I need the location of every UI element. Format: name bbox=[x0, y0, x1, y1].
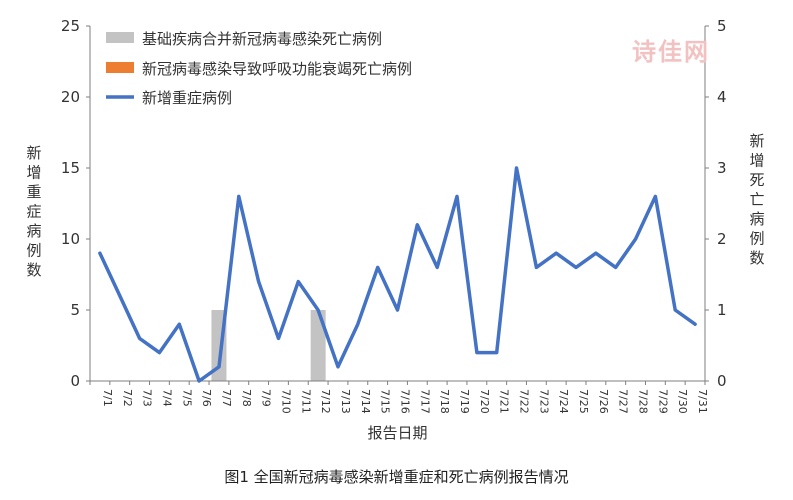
x-tick-label: 7/29 bbox=[656, 389, 669, 414]
severe-cases-point bbox=[416, 223, 419, 226]
legend-label: 新增重症病例 bbox=[142, 89, 232, 107]
left-axis-title: 新增重症病例数 bbox=[26, 144, 41, 279]
severe-cases-point bbox=[654, 195, 657, 198]
bars-layer bbox=[211, 310, 326, 381]
labels-layer: 0 5 10 15 20 25 0 1 2 3 4 5 7/1 7/2 7/3 7/4 7/5 7/6 7/7 7/8… bbox=[26, 17, 764, 442]
x-tick-label: 7/6 bbox=[200, 389, 213, 407]
line-layer bbox=[98, 166, 697, 383]
severe-cases-point bbox=[158, 351, 161, 354]
x-tick-label: 7/22 bbox=[518, 389, 531, 414]
right-tick-label: 1 bbox=[717, 301, 727, 319]
severe-cases-point bbox=[475, 351, 479, 354]
x-tick-label: 7/10 bbox=[279, 389, 292, 414]
severe-cases-point bbox=[574, 266, 578, 269]
severe-cases-point bbox=[614, 266, 617, 269]
x-tick-label: 7/7 bbox=[220, 389, 233, 407]
x-tick-label: 7/5 bbox=[180, 389, 193, 407]
severe-cases-point bbox=[594, 252, 598, 255]
severe-cases-point bbox=[634, 237, 637, 241]
x-tick-label: 7/24 bbox=[557, 389, 570, 414]
axes-layer bbox=[86, 25, 709, 385]
x-tick-label: 7/16 bbox=[399, 389, 412, 414]
severe-cases-point bbox=[396, 308, 399, 312]
severe-cases-point bbox=[297, 280, 300, 283]
severe-cases-point bbox=[515, 166, 518, 170]
x-tick-label: 7/11 bbox=[299, 389, 312, 414]
legend-swatch-respiratory-deaths bbox=[106, 62, 134, 73]
x-tick-label: 7/31 bbox=[696, 389, 709, 414]
x-tick-label: 7/19 bbox=[458, 389, 471, 414]
left-tick-label: 25 bbox=[61, 17, 80, 35]
severe-cases-point bbox=[138, 337, 141, 340]
x-axis-title: 报告日期 bbox=[367, 424, 427, 442]
severe-cases-point bbox=[435, 266, 439, 269]
x-tick-label: 7/21 bbox=[498, 389, 511, 414]
right-tick-label: 0 bbox=[717, 372, 727, 390]
x-tick-label: 7/1 bbox=[101, 389, 114, 407]
x-tick-label: 7/13 bbox=[339, 389, 352, 414]
x-tick-label: 7/27 bbox=[617, 389, 630, 414]
x-tick-label: 7/9 bbox=[260, 389, 273, 407]
severe-cases-point bbox=[237, 195, 240, 198]
x-tick-label: 7/14 bbox=[359, 389, 372, 414]
severe-cases-point bbox=[277, 337, 280, 340]
left-tick-label: 10 bbox=[61, 230, 80, 248]
right-tick-label: 3 bbox=[717, 159, 727, 177]
x-tick-label: 7/23 bbox=[537, 389, 550, 414]
x-tick-label: 7/26 bbox=[597, 389, 610, 414]
death-bar bbox=[310, 310, 326, 381]
severe-cases-point bbox=[178, 323, 181, 326]
x-tick-label: 7/17 bbox=[418, 389, 431, 414]
x-tick-label: 7/12 bbox=[319, 389, 332, 414]
severe-cases-point bbox=[376, 266, 379, 269]
right-tick-label: 4 bbox=[717, 88, 727, 106]
severe-cases-point bbox=[535, 266, 538, 269]
x-tick-label: 7/3 bbox=[141, 389, 154, 407]
x-tick-label: 7/25 bbox=[577, 389, 590, 414]
x-tick-label: 7/18 bbox=[438, 389, 451, 414]
figure-caption: 图1 全国新冠病毒感染新增重症和死亡病例报告情况 bbox=[224, 468, 569, 486]
severe-cases-point bbox=[336, 365, 340, 368]
severe-cases-point bbox=[197, 379, 201, 383]
right-tick-label: 5 bbox=[717, 17, 727, 35]
legend-swatch-comorbid-deaths bbox=[106, 32, 134, 43]
x-tick-label: 7/30 bbox=[676, 389, 689, 414]
severe-cases-point bbox=[217, 365, 221, 368]
severe-cases-point bbox=[674, 308, 677, 312]
legend-label: 基础疾病合并新冠病毒感染死亡病例 bbox=[142, 30, 382, 48]
legend-label: 新冠病毒感染导致呼吸功能衰竭死亡病例 bbox=[142, 60, 412, 78]
x-tick-label: 7/2 bbox=[121, 389, 134, 407]
severe-cases-point bbox=[455, 195, 459, 198]
severe-cases-point bbox=[356, 323, 360, 326]
watermark: 诗佳网 bbox=[632, 38, 710, 66]
right-axis-title: 新增死亡病例数 bbox=[749, 132, 764, 267]
left-tick-label: 20 bbox=[61, 88, 80, 106]
severe-cases-line bbox=[98, 166, 697, 383]
severe-cases-point bbox=[316, 308, 320, 312]
severe-cases-point bbox=[98, 252, 102, 255]
left-tick-label: 0 bbox=[70, 372, 80, 390]
x-tick-label: 7/28 bbox=[637, 389, 650, 414]
left-tick-label: 5 bbox=[70, 301, 80, 319]
severe-cases-point bbox=[257, 280, 260, 283]
x-tick-label: 7/8 bbox=[240, 389, 253, 407]
severe-cases-point bbox=[555, 252, 558, 255]
severe-cases-point bbox=[118, 294, 121, 297]
x-tick-label: 7/4 bbox=[160, 389, 173, 407]
severe-cases-point bbox=[495, 351, 498, 354]
severe-cases-point bbox=[693, 323, 697, 326]
left-tick-label: 15 bbox=[61, 159, 80, 177]
x-tick-label: 7/20 bbox=[478, 389, 491, 414]
x-tick-label: 7/15 bbox=[379, 389, 392, 414]
right-tick-label: 2 bbox=[717, 230, 727, 248]
